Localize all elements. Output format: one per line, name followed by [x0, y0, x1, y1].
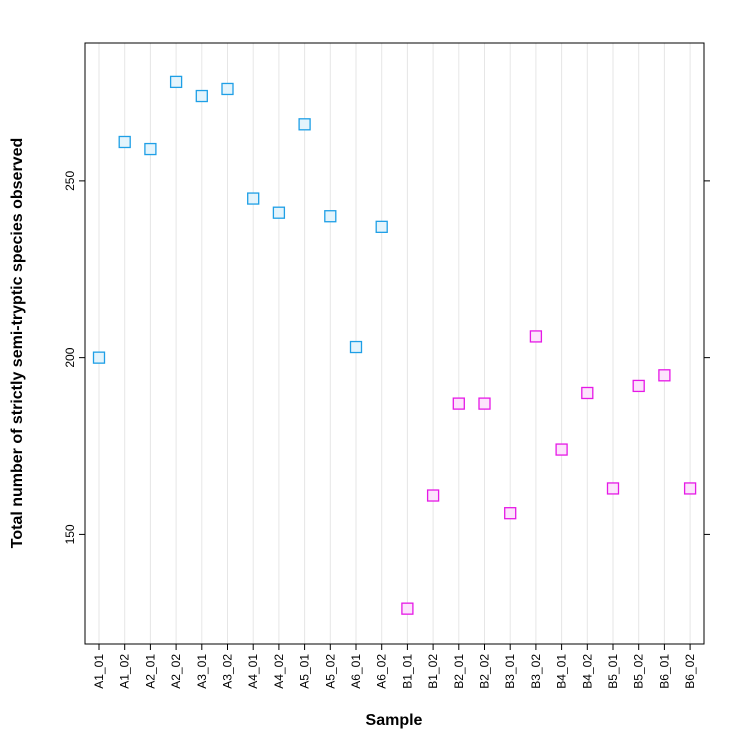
x-tick-label: A5_01 — [298, 654, 312, 689]
data-point — [375, 220, 388, 233]
data-point — [658, 369, 671, 382]
x-tick-label: B1_02 — [426, 654, 440, 689]
x-tick-label: A4_02 — [272, 654, 286, 689]
data-point — [324, 210, 337, 223]
y-tick-label: 250 — [63, 171, 77, 191]
data-point — [683, 482, 697, 495]
x-tick-label: A6_02 — [375, 654, 389, 689]
x-tick-label: B3_02 — [529, 654, 543, 689]
data-point — [632, 379, 645, 393]
vertical-gridlines — [98, 43, 691, 644]
data-point — [606, 482, 620, 495]
x-tick-label: B2_01 — [452, 654, 466, 689]
x-tick-label: B2_02 — [478, 654, 492, 689]
x-tick-label: A5_02 — [323, 654, 337, 689]
x-tick-label: B3_01 — [503, 654, 517, 689]
x-tick-label: B6_02 — [683, 654, 697, 689]
x-tick-label: B1_01 — [400, 654, 414, 689]
x-axis-title: Sample — [366, 712, 423, 729]
x-tick-label: A3_01 — [195, 654, 209, 689]
data-points — [92, 75, 697, 615]
data-point — [555, 443, 568, 456]
y-tick-label: 150 — [63, 524, 77, 544]
data-point — [221, 82, 234, 96]
x-tick-label: A2_01 — [143, 654, 157, 689]
data-point — [529, 330, 543, 343]
data-point — [478, 397, 491, 410]
x-tick-label: B4_01 — [555, 654, 569, 689]
data-point — [144, 142, 157, 156]
data-point — [504, 507, 517, 520]
data-point — [581, 386, 594, 400]
data-point — [195, 89, 208, 103]
data-point — [118, 135, 131, 149]
x-tick-label: B5_01 — [606, 654, 620, 689]
x-tick-label: B6_01 — [657, 654, 671, 689]
data-point — [92, 351, 106, 364]
x-tick-label: A3_02 — [221, 654, 235, 689]
axis-ticks — [79, 180, 710, 650]
tick-labels: A1_01 A1_02 A2_01 A2_02 A3_01 A3_02 A4_01 A4_02… — [63, 171, 697, 689]
x-tick-label: A4_01 — [246, 654, 260, 689]
data-point — [169, 75, 183, 89]
y-tick-label: 200 — [63, 347, 77, 367]
data-point — [426, 489, 440, 502]
y-axis-title: Total number of strictly semi-tryptic sp… — [9, 138, 26, 549]
data-point — [298, 118, 311, 131]
data-point — [401, 602, 414, 615]
x-tick-label: A6_01 — [349, 654, 363, 689]
data-point — [247, 192, 260, 205]
x-tick-label: B5_02 — [632, 654, 646, 689]
data-point — [452, 397, 465, 410]
data-point — [272, 206, 286, 219]
plot-frame — [84, 42, 705, 645]
x-tick-label: A1_02 — [118, 654, 132, 689]
x-tick-label: A1_01 — [92, 654, 106, 689]
x-tick-label: A2_02 — [169, 654, 183, 689]
data-point — [349, 340, 363, 354]
x-tick-label: B4_02 — [580, 654, 594, 689]
